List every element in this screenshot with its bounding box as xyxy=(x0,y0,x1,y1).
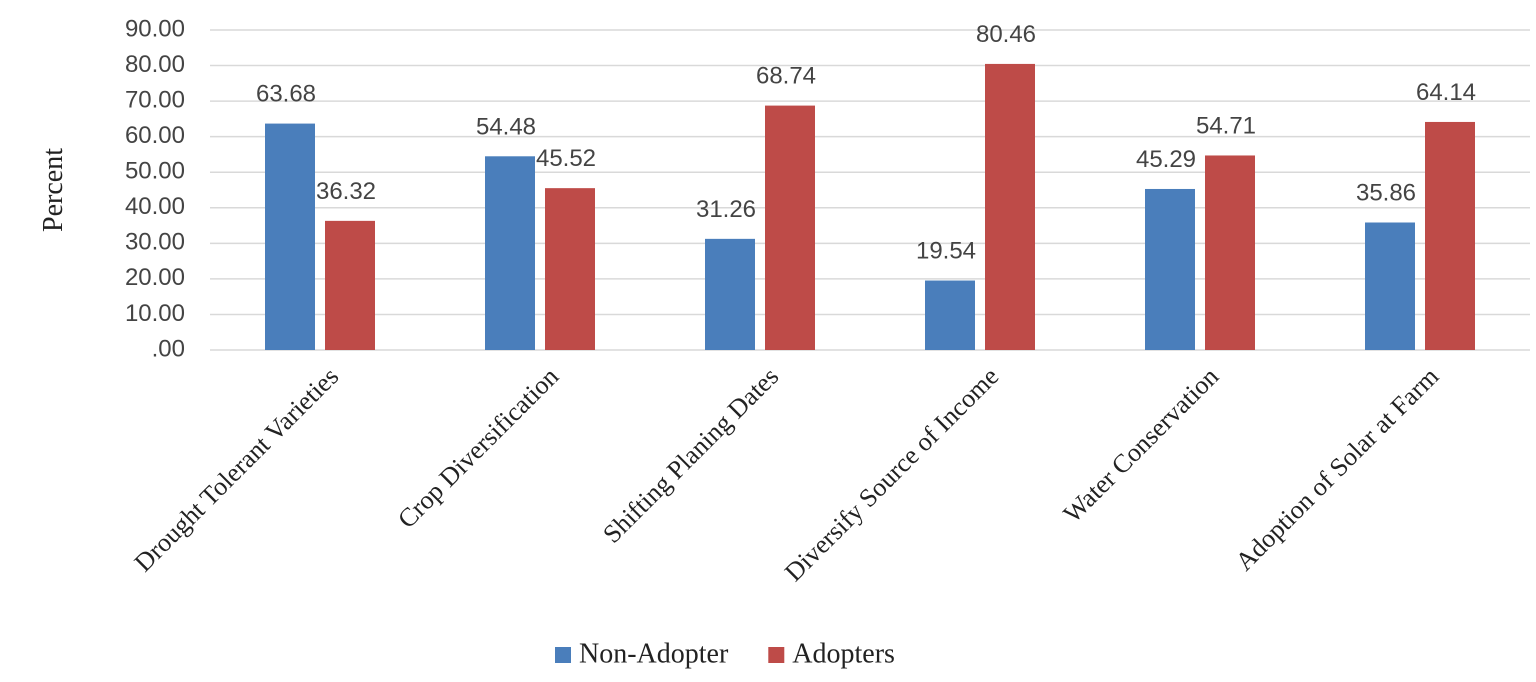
legend-swatch xyxy=(555,647,571,663)
value-label: 45.29 xyxy=(1136,146,1196,173)
y-tick-label: 70.00 xyxy=(125,86,185,113)
value-label: 36.32 xyxy=(316,178,376,205)
y-tick-label: .00 xyxy=(152,335,185,362)
y-tick-label: 90.00 xyxy=(125,15,185,42)
value-label: 35.86 xyxy=(1356,179,1416,206)
bar xyxy=(485,156,535,350)
x-tick-label: Water Conservation xyxy=(1058,362,1225,529)
value-label: 64.14 xyxy=(1416,79,1476,106)
bar xyxy=(1365,222,1415,350)
value-label: 31.26 xyxy=(696,196,756,223)
bar xyxy=(1205,155,1255,350)
value-label: 19.54 xyxy=(916,238,976,265)
legend-label: Non-Adopter xyxy=(579,638,729,669)
bar xyxy=(925,280,975,350)
bar xyxy=(765,105,815,350)
value-label: 54.48 xyxy=(476,113,536,140)
value-label: 63.68 xyxy=(256,81,316,108)
y-tick-label: 50.00 xyxy=(125,158,185,185)
x-tick-label: Diversify Source of Income xyxy=(779,362,1004,587)
x-tick-label: Adoption of Solar at Farm xyxy=(1230,362,1445,577)
bar xyxy=(265,123,315,351)
bar xyxy=(545,188,595,350)
y-tick-label: 20.00 xyxy=(125,264,185,291)
legend-swatch xyxy=(768,647,785,663)
bar xyxy=(985,63,1035,351)
legend-label: Adopters xyxy=(792,638,895,669)
y-tick-label: 80.00 xyxy=(125,51,185,78)
x-tick-label: Shifting Planing Dates xyxy=(597,362,784,549)
value-label: 45.52 xyxy=(536,145,596,172)
x-tick-label: Crop Diversification xyxy=(392,362,564,534)
bar xyxy=(1425,121,1475,351)
bar xyxy=(705,238,755,350)
y-tick-label: 40.00 xyxy=(125,193,185,220)
y-tick-label: 60.00 xyxy=(125,122,185,149)
y-tick-label: 30.00 xyxy=(125,229,185,256)
x-tick-label: Drought Tolerant Varieties xyxy=(129,362,345,578)
bar xyxy=(325,220,375,350)
value-label: 54.71 xyxy=(1196,112,1256,139)
y-tick-label: 10.00 xyxy=(125,300,185,327)
y-axis-title: Percent xyxy=(38,148,69,232)
bar xyxy=(1145,188,1195,350)
value-label: 80.46 xyxy=(976,21,1036,48)
value-label: 68.74 xyxy=(756,63,816,90)
